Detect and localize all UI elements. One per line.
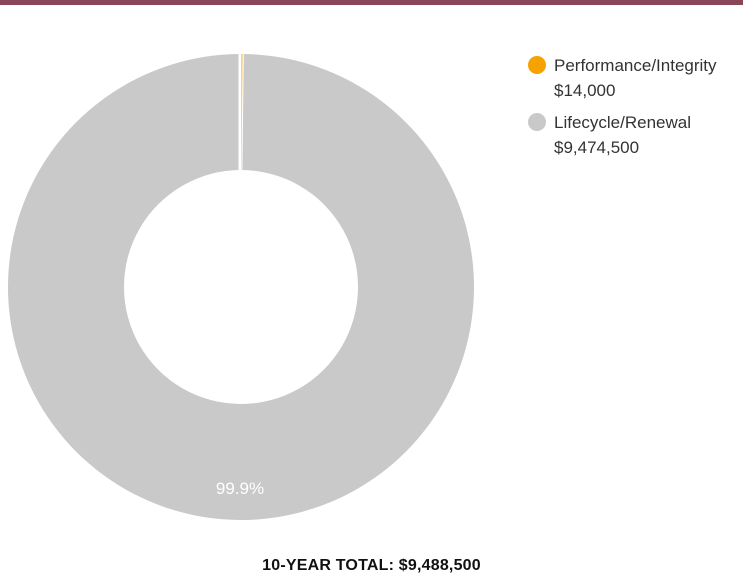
top-rule xyxy=(0,0,743,5)
legend-item-lifecycle-renewal[interactable]: Lifecycle/Renewal $9,474,500 xyxy=(528,110,742,160)
legend-label-performance-integrity: Performance/Integrity xyxy=(554,56,717,75)
legend-swatch-lifecycle-renewal xyxy=(528,113,546,131)
legend-value-performance-integrity: $14,000 xyxy=(554,81,616,100)
legend: Performance/Integrity $14,000 Lifecycle/… xyxy=(528,53,742,167)
legend-item-performance-integrity[interactable]: Performance/Integrity $14,000 xyxy=(528,53,742,103)
legend-label-lifecycle-renewal: Lifecycle/Renewal xyxy=(554,113,692,132)
ten-year-total: 10-YEAR TOTAL: $9,488,500 xyxy=(0,557,743,575)
ten-year-total-value: $9,488,500 xyxy=(398,557,481,574)
ten-year-total-label: 10-YEAR TOTAL: xyxy=(262,557,395,574)
legend-value-lifecycle-renewal: $9,474,500 xyxy=(554,138,640,157)
slice-percent-label: 99.9% xyxy=(216,479,264,498)
pie-slice-lifecycle-renewal[interactable] xyxy=(7,54,474,520)
legend-swatch-performance-integrity xyxy=(528,56,546,74)
